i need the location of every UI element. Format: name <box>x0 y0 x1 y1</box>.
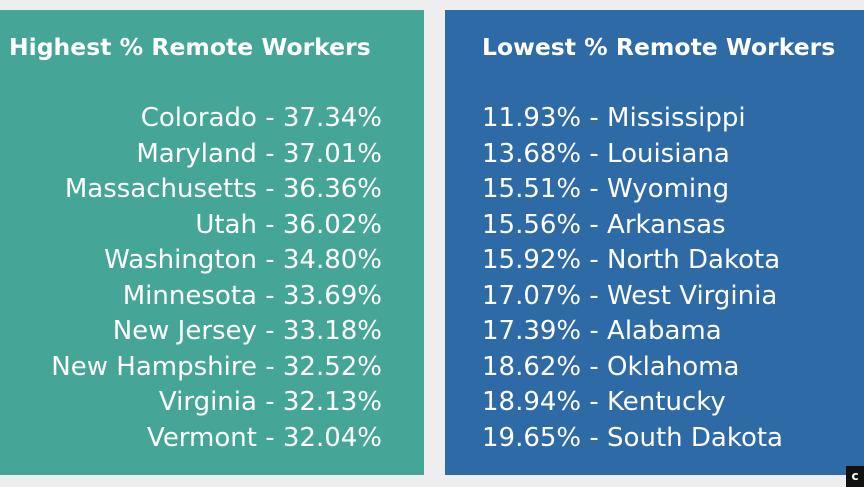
list-item: New Jersey - 33.18% <box>112 316 382 346</box>
list-item: 18.94% - Kentucky <box>482 387 726 417</box>
list-item: 15.56% - Arkansas <box>482 209 726 240</box>
list-item: Maryland - 37.01% <box>136 138 382 169</box>
list-item: 15.92% - North Dakota <box>482 245 781 275</box>
list-item: Utah - 36.02% <box>195 209 382 240</box>
list-item: 17.07% - West Virginia <box>482 280 778 311</box>
list-item: Vermont - 32.04% <box>147 422 382 453</box>
list-item: Minnesota - 33.69% <box>122 280 382 311</box>
corner-badge: c <box>846 466 864 487</box>
list-item: 11.93% - Mississippi <box>482 103 746 133</box>
highest-remote-workers-panel: Highest % Remote Workers Colorado - 37.3… <box>0 10 424 475</box>
lowest-panel-title: Lowest % Remote Workers <box>482 33 836 61</box>
list-item: Washington - 34.80% <box>104 245 382 275</box>
list-item: 18.62% - Oklahoma <box>482 351 740 382</box>
list-item: Massachusetts - 36.36% <box>64 174 382 204</box>
list-item: New Hampshire - 32.52% <box>51 351 382 382</box>
lowest-states-list: 11.93% - Mississippi 13.68% - Louisiana … <box>482 101 783 456</box>
list-item: 19.65% - South Dakota <box>482 422 783 453</box>
list-item: 15.51% - Wyoming <box>482 174 730 204</box>
list-item: 13.68% - Louisiana <box>482 138 730 169</box>
lowest-remote-workers-panel: Lowest % Remote Workers 11.93% - Mississ… <box>445 10 864 475</box>
highest-panel-title: Highest % Remote Workers <box>9 33 371 61</box>
list-item: 17.39% - Alabama <box>482 316 722 346</box>
highest-states-list: Colorado - 37.34% Maryland - 37.01% Mass… <box>51 101 382 456</box>
list-item: Virginia - 32.13% <box>158 387 382 417</box>
list-item: Colorado - 37.34% <box>140 103 382 133</box>
